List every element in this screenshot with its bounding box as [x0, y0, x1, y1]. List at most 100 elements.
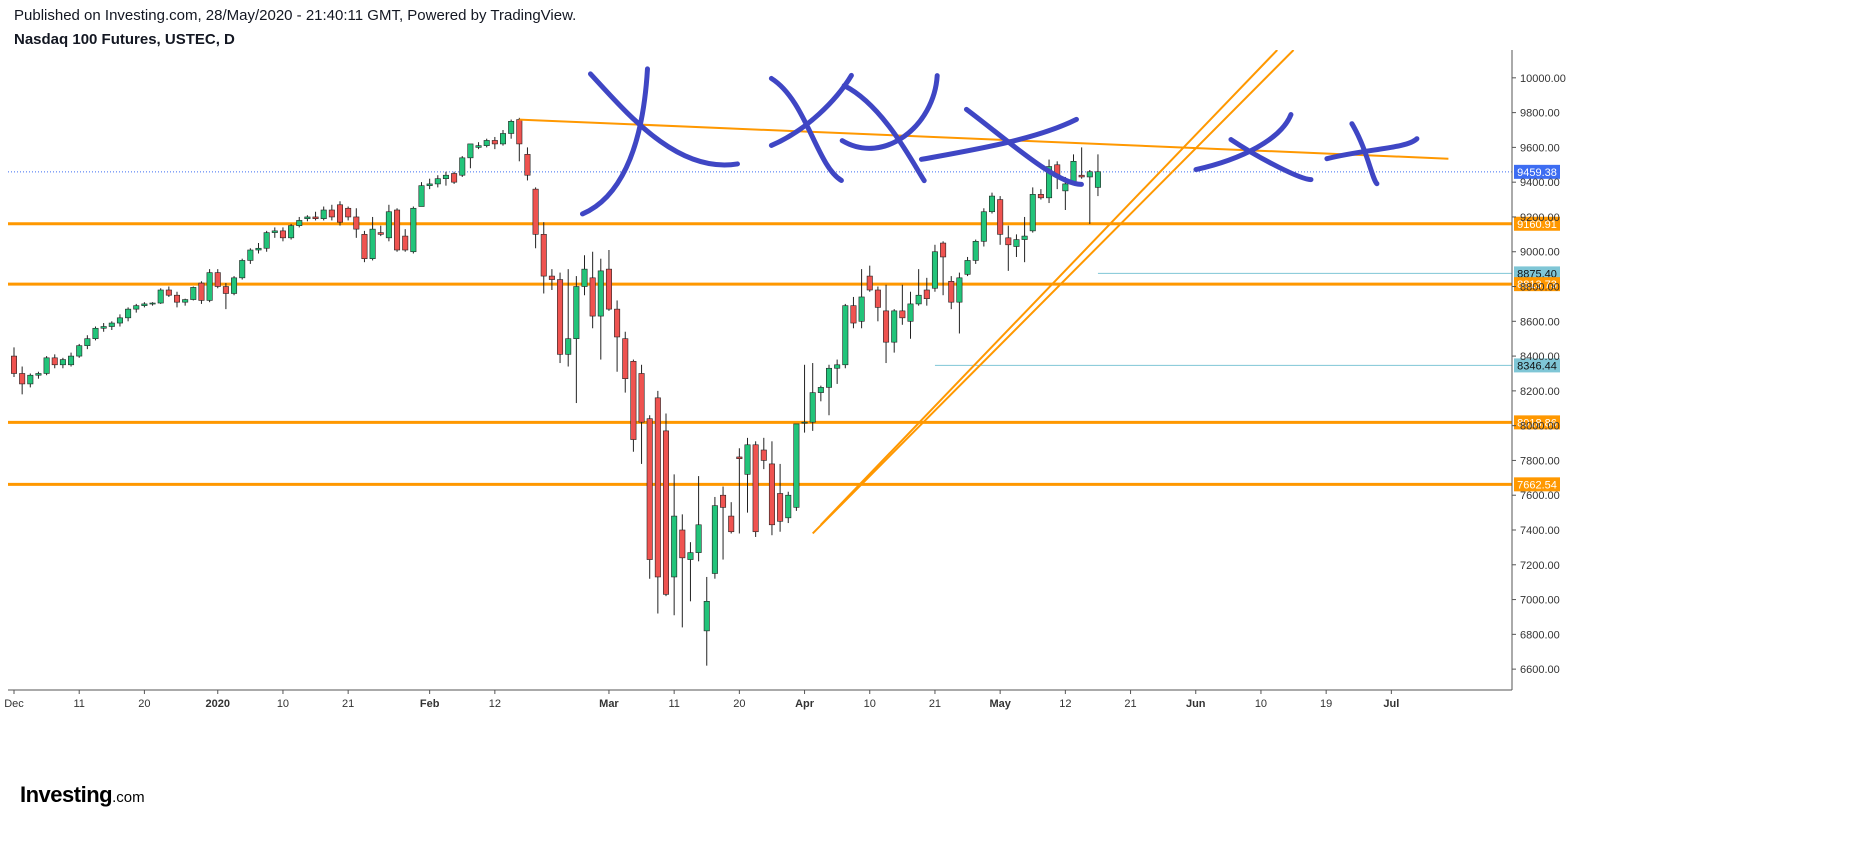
candle-down — [532, 188, 539, 235]
marker-1 — [579, 66, 740, 217]
candle-up — [988, 195, 995, 213]
candle-up — [508, 121, 515, 134]
candle-up — [834, 364, 841, 369]
x-tick-label: Jul — [1383, 698, 1399, 710]
candle-up — [320, 209, 327, 219]
candle-up — [149, 302, 156, 305]
candle-down — [279, 230, 286, 239]
candle-up — [35, 373, 42, 376]
candle-up — [304, 216, 311, 219]
candle-up — [801, 421, 808, 424]
candle-down — [654, 397, 661, 578]
symbol-title: Nasdaq 100 Futures, USTEC, D — [14, 31, 235, 48]
candle-up — [43, 357, 50, 374]
candle-down — [51, 357, 58, 366]
level-label: 8346.44 — [1517, 360, 1557, 372]
y-tick-label: 8400.00 — [1520, 351, 1560, 363]
level-badge-8018.86 — [1514, 415, 1560, 430]
y-tick-label: 8200.00 — [1520, 386, 1560, 398]
x-tick-label: 21 — [342, 698, 354, 710]
published-info: Published on Investing.com, 28/May/2020 … — [14, 7, 577, 24]
level-badge-8875.40 — [1514, 266, 1560, 281]
candle-up — [1029, 194, 1036, 232]
x-tick-label: Apr — [795, 698, 815, 710]
candle-down — [1005, 237, 1012, 246]
candle-up — [426, 183, 433, 186]
level-label: 9459.38 — [1517, 167, 1557, 179]
horizontal-levels: 9459.389160.918875.408813.738346.448018.… — [8, 164, 1560, 492]
marker-stroke — [918, 106, 1084, 187]
candle-down — [524, 154, 531, 176]
candle-up — [410, 207, 417, 253]
candle-up — [972, 241, 979, 261]
candle-down — [402, 235, 409, 251]
candle-down — [165, 289, 172, 296]
x-tick-label: 12 — [489, 698, 501, 710]
candle-up — [695, 524, 702, 553]
candle-down — [198, 282, 205, 301]
marker-3 — [839, 73, 940, 184]
candle-up — [581, 268, 588, 287]
candle-up — [499, 133, 506, 145]
candle-up — [369, 228, 376, 259]
y-tick-label: 7800.00 — [1520, 455, 1560, 467]
y-tick-label: 7200.00 — [1520, 560, 1560, 572]
candle-up — [27, 374, 34, 385]
candle-up — [964, 260, 971, 275]
candle-down — [353, 216, 360, 230]
candle-down — [214, 272, 221, 287]
y-tick-label: 10000.00 — [1520, 73, 1566, 85]
candle-down — [222, 286, 229, 294]
candle-up — [84, 338, 91, 346]
candle-down — [646, 418, 653, 560]
x-tick-label: 21 — [1124, 698, 1136, 710]
candle-up — [239, 260, 246, 279]
candle-up — [125, 308, 132, 319]
y-tick-label: 7400.00 — [1520, 525, 1560, 537]
candle-down — [948, 281, 955, 303]
x-tick-label: Feb — [420, 698, 440, 710]
candle-down — [491, 140, 498, 145]
candle-up — [116, 317, 123, 324]
marker-stroke — [579, 66, 740, 217]
level-label: 7662.54 — [1517, 479, 1557, 491]
candle-up — [141, 303, 148, 306]
y-tick-label: 8000.00 — [1520, 421, 1560, 433]
y-tick-label: 9400.00 — [1520, 177, 1560, 189]
marker-stroke — [839, 73, 940, 184]
candle-up — [182, 299, 189, 303]
candle-down — [638, 373, 645, 423]
candle-up — [842, 305, 849, 366]
y-tick-label: 7000.00 — [1520, 595, 1560, 607]
candle-up — [858, 296, 865, 322]
candle-up — [255, 247, 262, 251]
candle-up — [891, 310, 898, 343]
x-tick-label: Jun — [1186, 698, 1206, 710]
x-tick-label: 10 — [277, 698, 289, 710]
y-tick-label: 8800.00 — [1520, 282, 1560, 294]
candle-up — [809, 392, 816, 423]
x-tick-label: Mar — [599, 698, 619, 710]
candle-up — [1021, 235, 1028, 240]
candle-up — [92, 327, 99, 339]
candle-down — [768, 463, 775, 526]
candle-down — [540, 234, 547, 277]
candle-up — [931, 251, 938, 289]
investing-logo: Investing.com — [20, 782, 145, 807]
candle-up — [296, 220, 303, 226]
candle-down — [630, 361, 637, 440]
candle-up — [133, 305, 140, 310]
candle-down — [850, 305, 857, 324]
candle-down — [1037, 194, 1044, 199]
candle-down — [662, 430, 669, 595]
candle-down — [720, 494, 727, 508]
candle-down — [728, 515, 735, 533]
candle-up — [915, 294, 922, 305]
candle-up — [793, 423, 800, 508]
candle-down — [752, 444, 759, 533]
candle-down — [19, 373, 26, 385]
candle-up — [206, 272, 213, 301]
candle-down — [605, 268, 612, 310]
candle-up — [475, 145, 482, 148]
